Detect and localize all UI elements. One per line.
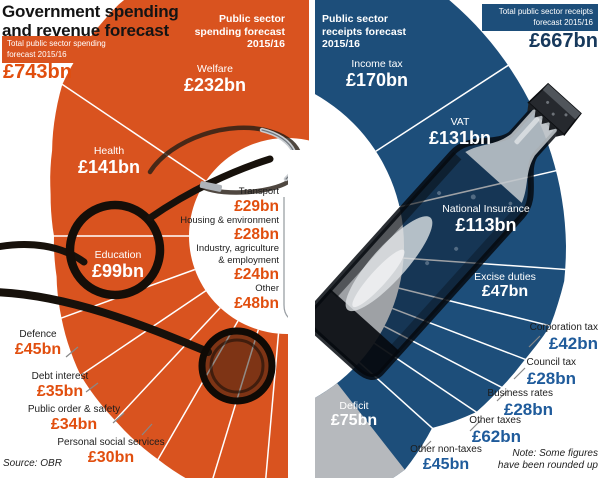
spending-panel-title: Public sector spending forecast 2015/16 xyxy=(194,13,285,50)
spending-total-box: Total public sector spending forecast 20… xyxy=(2,36,116,63)
label-tick xyxy=(469,419,482,432)
other-non-taxes-value: £45bn xyxy=(422,456,470,473)
spending-inner-labels: Transport £29bn Housing & environment £2… xyxy=(169,186,279,312)
vat-label: VAT £131bn xyxy=(408,116,512,148)
income-tax-value: £170bn xyxy=(345,70,409,90)
segment-divider xyxy=(56,80,207,182)
corporation-tax-value: £42bn xyxy=(548,334,598,353)
inner-labels-bracket xyxy=(283,197,293,321)
deficit-segment xyxy=(315,383,405,478)
label-tick xyxy=(85,382,99,393)
label-tick xyxy=(419,440,432,453)
council-tax-value: £28bn xyxy=(526,369,576,388)
segment-divider xyxy=(398,287,555,328)
segment-divider xyxy=(75,290,207,380)
source-note: Source: OBR xyxy=(3,458,62,469)
other-label: Other xyxy=(255,283,279,294)
transport-value: £29bn xyxy=(234,197,279,215)
receipts-total-value: £667bn xyxy=(529,30,598,52)
vat-value: £131bn xyxy=(428,128,492,148)
debt-interest-value: £35bn xyxy=(36,382,84,400)
welfare-label: Welfare £232bn xyxy=(163,63,267,95)
corporation-tax-label: Corporation tax £42bn xyxy=(497,322,598,353)
national-insurance-value: £113bn xyxy=(455,215,517,235)
excise-duties-label: Excise duties £47bn xyxy=(453,271,557,301)
label-tick xyxy=(513,367,526,380)
label-tick xyxy=(496,389,509,402)
national-insurance-label: National Insurance £113bn xyxy=(424,203,548,235)
business-rates-label: Business rates £28bn xyxy=(463,388,553,419)
debt-interest-label: Debt interest £35bn xyxy=(18,371,102,401)
segment-divider xyxy=(262,333,280,478)
bottle-cap xyxy=(527,82,582,137)
health-label: Health £141bn xyxy=(57,145,161,177)
page-title-line1: Government spending xyxy=(2,2,179,21)
label-tick xyxy=(65,346,79,358)
transport-label: Transport xyxy=(238,186,279,197)
spending-total-value: £743bn xyxy=(3,61,72,83)
defence-value: £45bn xyxy=(14,340,62,358)
segment-divider xyxy=(392,307,529,362)
industry-value: £24bn xyxy=(234,266,279,283)
page-title: Government spending and revenue forecast xyxy=(2,2,222,40)
business-rates-value: £28bn xyxy=(503,400,553,419)
deficit-label: Deficit £75bn xyxy=(316,400,392,430)
excise-duties-value: £47bn xyxy=(481,283,529,300)
other-taxes-value: £62bn xyxy=(471,427,521,446)
beer-bottle-image xyxy=(315,82,582,380)
segment-divider xyxy=(403,257,570,271)
health-value: £141bn xyxy=(77,157,141,177)
personal-social-label: Personal social services £30bn xyxy=(46,437,176,467)
other-value: £48bn xyxy=(234,294,279,312)
segment-divider xyxy=(110,307,221,426)
housing-label: Housing & environment xyxy=(180,214,279,226)
industry-label: Industry, agriculture xyxy=(196,243,279,254)
other-non-taxes-label: Other non-taxes £45bn xyxy=(384,444,508,474)
deficit-value: £75bn xyxy=(330,412,378,429)
receipts-total-box: Total public sector receipts forecast 20… xyxy=(482,4,598,31)
personal-social-value: £30bn xyxy=(87,448,135,466)
segment-divider xyxy=(296,333,309,478)
other-taxes-label: Other taxes £62bn xyxy=(441,415,521,446)
public-order-value: £34bn xyxy=(50,415,98,433)
label-ticks xyxy=(65,335,541,453)
income-tax-label: Income tax £170bn xyxy=(325,58,429,90)
segment-divider xyxy=(375,62,512,152)
label-tick xyxy=(528,335,541,348)
welfare-value: £232bn xyxy=(183,75,247,95)
rounding-note: Note: Some figures have been rounded up xyxy=(497,448,598,471)
education-label: Education £99bn xyxy=(66,249,170,281)
receipts-panel-title: Public sector receipts forecast 2015/16 xyxy=(322,13,407,50)
housing-value: £28bn xyxy=(234,226,279,243)
defence-label: Defence £45bn xyxy=(2,329,74,359)
education-value: £99bn xyxy=(91,261,145,281)
council-tax-label: Council tax £28bn xyxy=(486,357,576,388)
page-title-line2: and revenue forecast xyxy=(2,21,170,40)
label-tick xyxy=(112,412,125,424)
label-tick xyxy=(141,423,153,436)
industry-label2: & employment xyxy=(218,254,279,266)
spending-ring xyxy=(50,0,309,478)
segment-divider xyxy=(383,325,506,390)
public-order-label: Public order & safety £34bn xyxy=(24,404,124,434)
